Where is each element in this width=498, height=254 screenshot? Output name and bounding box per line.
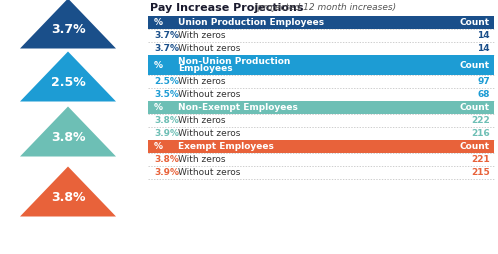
Text: Without zeros: Without zeros (178, 44, 241, 53)
Text: With zeros: With zeros (178, 31, 226, 40)
Text: Exempt Employees: Exempt Employees (178, 142, 274, 151)
Text: Employees: Employees (178, 64, 233, 73)
Text: %: % (154, 103, 163, 112)
Text: 3.7%: 3.7% (51, 23, 85, 36)
Polygon shape (20, 106, 116, 156)
Text: 3.9%: 3.9% (154, 168, 179, 177)
Text: Non-Exempt Employees: Non-Exempt Employees (178, 103, 298, 112)
Text: With zeros: With zeros (178, 77, 226, 86)
Text: 3.8%: 3.8% (51, 131, 85, 144)
Text: 215: 215 (471, 168, 490, 177)
Text: 97: 97 (477, 77, 490, 86)
Text: (projected 12 month increases): (projected 12 month increases) (254, 3, 396, 12)
Text: 3.7%: 3.7% (154, 44, 179, 53)
Text: Union Production Employees: Union Production Employees (178, 18, 324, 27)
Text: 2.5%: 2.5% (51, 76, 85, 89)
Text: Count: Count (460, 142, 490, 151)
Text: 14: 14 (478, 31, 490, 40)
Text: %: % (154, 142, 163, 151)
Text: 3.7%: 3.7% (154, 31, 179, 40)
Text: 3.8%: 3.8% (154, 116, 179, 125)
Text: 3.8%: 3.8% (51, 191, 85, 204)
Text: Count: Count (460, 60, 490, 70)
Polygon shape (20, 0, 116, 49)
Text: With zeros: With zeros (178, 155, 226, 164)
Text: With zeros: With zeros (178, 116, 226, 125)
Bar (148, 16, 494, 29)
Text: 3.8%: 3.8% (154, 155, 179, 164)
Text: Without zeros: Without zeros (178, 90, 241, 99)
Text: Without zeros: Without zeros (178, 129, 241, 138)
Text: %: % (154, 18, 163, 27)
Text: Without zeros: Without zeros (178, 168, 241, 177)
Text: 216: 216 (471, 129, 490, 138)
Bar (148, 101, 494, 114)
Text: 221: 221 (471, 155, 490, 164)
Text: 68: 68 (478, 90, 490, 99)
Text: 222: 222 (471, 116, 490, 125)
Text: 14: 14 (478, 44, 490, 53)
Text: 2.5%: 2.5% (154, 77, 179, 86)
Text: Non-Union Production: Non-Union Production (178, 57, 290, 66)
Bar (148, 140, 494, 153)
Text: Count: Count (460, 103, 490, 112)
Bar (148, 55, 494, 75)
Polygon shape (20, 52, 116, 102)
Text: 3.9%: 3.9% (154, 129, 179, 138)
Text: Count: Count (460, 18, 490, 27)
Text: 3.5%: 3.5% (154, 90, 179, 99)
Text: %: % (154, 60, 163, 70)
Polygon shape (20, 167, 116, 216)
Text: Pay Increase Projections: Pay Increase Projections (150, 3, 303, 13)
